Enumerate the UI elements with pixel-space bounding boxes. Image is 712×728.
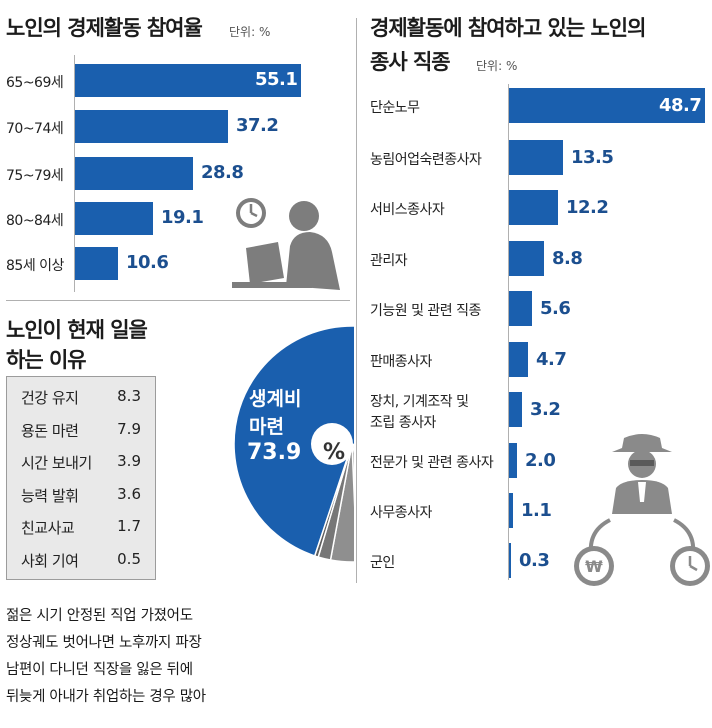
age-bar-value: 55.1 (255, 69, 298, 90)
occupation-bar-value: 48.7 (659, 95, 702, 116)
occupation-axis (508, 84, 509, 580)
age-category-label: 70~74세 (6, 121, 64, 137)
reason-value: 7.9 (117, 419, 141, 438)
age-category-label: 80~84세 (6, 213, 64, 229)
occupation-bar (509, 140, 563, 175)
caption-line: 남편이 다니던 직장을 잃은 뒤에 (6, 662, 193, 678)
age-chart-axis (74, 55, 75, 292)
occupation-bar (509, 392, 522, 427)
occupation-chart: 경제활동에 참여하고 있는 노인의 종사 직종 단위: % 단순노무 48.7 농림… (358, 0, 712, 590)
pie-slice (233, 326, 354, 557)
occupation-bar (509, 190, 558, 225)
occupation-bar (509, 241, 544, 276)
reasons-title-line1: 노인이 현재 일을 (6, 318, 148, 342)
clock-icon (670, 546, 710, 586)
clock-icon (236, 198, 266, 228)
occupation-label: 단순노무 (370, 100, 420, 116)
reason-value: 1.7 (117, 517, 141, 535)
reasons-pie (233, 326, 354, 563)
occupation-bar-value: 4.7 (536, 349, 567, 370)
reason-label: 사회 기여 (21, 551, 79, 570)
occupation-label: 장치, 기계조작 및 (370, 394, 469, 410)
occupation-label: 사무종사자 (370, 505, 432, 521)
age-chart-unit: 단위: % (229, 25, 271, 39)
age-participation-chart: 노인의 경제활동 참여율 단위: % 65~69세 55.1 70~74세 37.2 7… (0, 0, 352, 300)
occupation-bar-value: 5.6 (540, 298, 571, 319)
occupation-label: 판매종사자 (370, 354, 432, 370)
reason-label: 친교사교 (21, 519, 75, 537)
occupation-bar (509, 342, 528, 377)
occupation-label: 조립 종사자 (370, 415, 436, 431)
reason-label: 시간 보내기 (21, 454, 92, 472)
occupation-bar-value: 8.8 (552, 248, 583, 269)
occupation-label: 서비스종사자 (370, 202, 445, 218)
occupation-bar-value: 3.2 (530, 399, 561, 420)
pie-main-label-line2: 마련 (249, 416, 284, 438)
reason-label: 능력 발휘 (21, 486, 79, 505)
age-chart-title: 노인의 경제활동 참여율 (6, 16, 203, 40)
caption: 젊은 시기 안정된 직업 가졌어도 정상궤도 벗어나면 노후까지 파장 남편이 … (6, 604, 406, 712)
age-bar-value: 19.1 (161, 207, 204, 228)
reasons-top-divider (6, 300, 350, 301)
occupation-bar (509, 443, 517, 478)
occupation-title-line1: 경제활동에 참여하고 있는 노인의 (370, 16, 646, 40)
occupation-label: 관리자 (370, 253, 408, 269)
reason-value: 0.5 (117, 549, 141, 568)
pie-percent-symbol: % (323, 440, 346, 465)
age-bar (75, 247, 118, 280)
occupation-label: 군인 (370, 555, 395, 571)
age-bar-value: 28.8 (201, 162, 244, 183)
occupation-bar (509, 88, 705, 123)
occupation-label: 농림어업숙련종사자 (370, 152, 482, 168)
age-bar-value: 37.2 (236, 115, 279, 136)
reason-label: 용돈 마련 (21, 421, 79, 440)
occupation-bar-value: 1.1 (521, 500, 552, 521)
age-bar (75, 110, 228, 143)
occupation-bar (509, 493, 513, 528)
caption-line: 정상궤도 벗어나면 노후까지 파장 (6, 635, 202, 651)
age-bar (75, 202, 153, 235)
won-coin-icon: ₩ (574, 546, 614, 586)
pie-center-circle (311, 423, 353, 465)
caption-line: 뒤늦게 아내가 취업하는 경우 많아 (6, 689, 206, 705)
reasons-table: 건강 유지 8.3 용돈 마련 7.9 시간 보내기 3.9 능력 발휘 3.6 친교사교 1.7… (6, 376, 156, 580)
occupation-label: 전문가 및 관련 종사자 (370, 455, 494, 471)
reason-value: 8.3 (117, 387, 141, 405)
occupation-bar (509, 291, 532, 326)
occupation-bar-value: 0.3 (519, 550, 550, 571)
occupation-bar (509, 543, 511, 578)
occupation-title-line2: 종사 직종 (370, 50, 451, 74)
pie-main-label-line1: 생계비 (249, 388, 302, 410)
businessman-icon: ₩ (574, 434, 710, 586)
age-category-label: 85세 이상 (6, 258, 64, 274)
reason-label: 건강 유지 (21, 389, 79, 407)
age-category-label: 75~79세 (6, 168, 64, 184)
reason-value: 3.6 (117, 484, 141, 503)
age-category-label: 65~69세 (6, 75, 64, 91)
occupation-unit: 단위: % (476, 59, 518, 73)
column-divider (356, 18, 357, 583)
pie-slice (351, 443, 354, 508)
age-bar (75, 157, 193, 190)
person-laptop-icon (232, 198, 340, 290)
occupation-bar-value: 2.0 (525, 450, 556, 471)
caption-line: 젊은 시기 안정된 직업 가졌어도 (6, 608, 193, 624)
svg-text:₩: ₩ (585, 557, 603, 576)
reasons-title-line2: 하는 이유 (6, 348, 87, 372)
occupation-bar-value: 12.2 (566, 197, 609, 218)
reason-value: 3.9 (117, 452, 141, 470)
pie-main-value: 73.9 (247, 440, 302, 465)
occupation-label: 기능원 및 관련 직종 (370, 303, 481, 319)
age-bar-value: 10.6 (126, 252, 169, 273)
occupation-bar-value: 13.5 (571, 147, 614, 168)
work-reasons-chart: 노인이 현재 일을 하는 이유 생계비 마련 73.9 % 건강 유지 8.3 용돈… (0, 300, 354, 590)
age-bar (75, 64, 301, 97)
